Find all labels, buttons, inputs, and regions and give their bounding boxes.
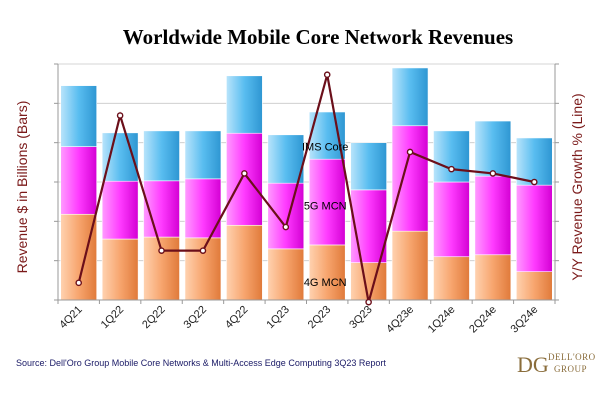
bar-ims-core — [391, 67, 429, 127]
bar-ims-core — [267, 134, 305, 184]
growth-point — [282, 223, 290, 231]
bar-ims-core — [60, 85, 98, 147]
x-tick-label: 4Q23e — [384, 304, 416, 336]
bar-ims-core — [184, 130, 222, 180]
growth-point — [158, 247, 165, 254]
growth-point — [241, 170, 248, 177]
bar-ims-core — [433, 130, 470, 183]
bar-4g-mcn — [267, 248, 305, 301]
x-tick-label: 3Q23 — [347, 304, 375, 332]
axes — [54, 63, 559, 304]
bars — [60, 67, 553, 301]
logo-mark: DG — [517, 352, 549, 377]
bar-5g-mcn — [515, 184, 553, 272]
growth-point — [489, 170, 497, 177]
x-tick-label: 2Q23 — [306, 304, 334, 332]
segment-labels: IMS Core 5G MCN 4G MCN — [302, 142, 348, 290]
x-tick-label: 1Q22 — [99, 304, 127, 332]
x-tick-label: 2Q24e — [467, 304, 499, 336]
growth-point — [406, 148, 414, 156]
bar-4g-mcn — [391, 230, 429, 301]
bar-4g-mcn — [474, 254, 512, 301]
segment-label-5g-mcn: 5G MCN — [304, 201, 347, 213]
bar-5g-mcn — [433, 181, 470, 258]
segment-label-4g-mcn: 4G MCN — [304, 277, 347, 289]
bar-5g-mcn — [60, 146, 98, 215]
growth-point — [448, 165, 455, 173]
bar-4g-mcn — [350, 262, 387, 301]
bar-4g-mcn — [515, 271, 553, 301]
growth-point — [530, 178, 538, 186]
chart-title: Worldwide Mobile Core Network Revenues — [123, 25, 513, 49]
bar-ims-core — [143, 130, 180, 182]
y-axis-right-label: Y/Y Revenue Growth % (Line) — [569, 93, 585, 280]
growth-point — [116, 112, 124, 119]
bar-4g-mcn — [184, 237, 222, 301]
bar-5g-mcn — [308, 158, 346, 246]
bar-5g-mcn — [350, 189, 387, 263]
bar-5g-mcn — [226, 132, 263, 226]
bar-ims-core — [226, 75, 263, 134]
bar-5g-mcn — [267, 182, 305, 250]
x-tick-label: 4Q22 — [223, 304, 251, 332]
growth-point — [199, 247, 207, 254]
source-note: Source: Dell'Oro Group Mobile Core Netwo… — [16, 358, 386, 368]
growth-line — [75, 71, 538, 306]
x-tick-label: 3Q24e — [509, 304, 541, 336]
x-tick-label: 3Q22 — [182, 304, 210, 332]
bar-5g-mcn — [391, 125, 429, 232]
bar-4g-mcn — [308, 244, 346, 301]
bar-ims-core — [515, 137, 553, 186]
bar-4g-mcn — [143, 236, 180, 301]
bar-4g-mcn — [60, 213, 98, 301]
bar-4g-mcn — [433, 256, 470, 301]
x-tick-label: 1Q23 — [264, 304, 292, 332]
growth-point — [323, 71, 331, 79]
logo-line2: GROUP — [554, 364, 587, 374]
growth-point — [365, 298, 372, 306]
growth-line-path — [77, 74, 535, 303]
x-tick-label: 2Q22 — [140, 304, 168, 332]
x-tick-labels: 4Q21 1Q22 2Q22 3Q22 4Q22 1Q23 2Q23 3Q23 4Q23e 1Q2… — [57, 304, 540, 336]
bar-ims-core — [474, 120, 512, 177]
bar-5g-mcn — [474, 175, 512, 256]
y-axis-left-label: Revenue $ in Billions (Bars) — [14, 101, 30, 274]
bar-5g-mcn — [101, 180, 139, 240]
bar-4g-mcn — [226, 224, 263, 301]
bar-4g-mcn — [101, 238, 139, 301]
x-tick-label: 4Q21 — [57, 304, 85, 332]
dell-oro-logo: DG DELL'ORO GROUP — [517, 352, 596, 377]
segment-label-ims-core: IMS Core — [302, 142, 348, 154]
bar-ims-core — [350, 142, 387, 191]
logo-line1: DELL'ORO — [548, 352, 596, 362]
x-tick-label: 1Q24e — [426, 304, 458, 336]
growth-point — [75, 279, 83, 287]
